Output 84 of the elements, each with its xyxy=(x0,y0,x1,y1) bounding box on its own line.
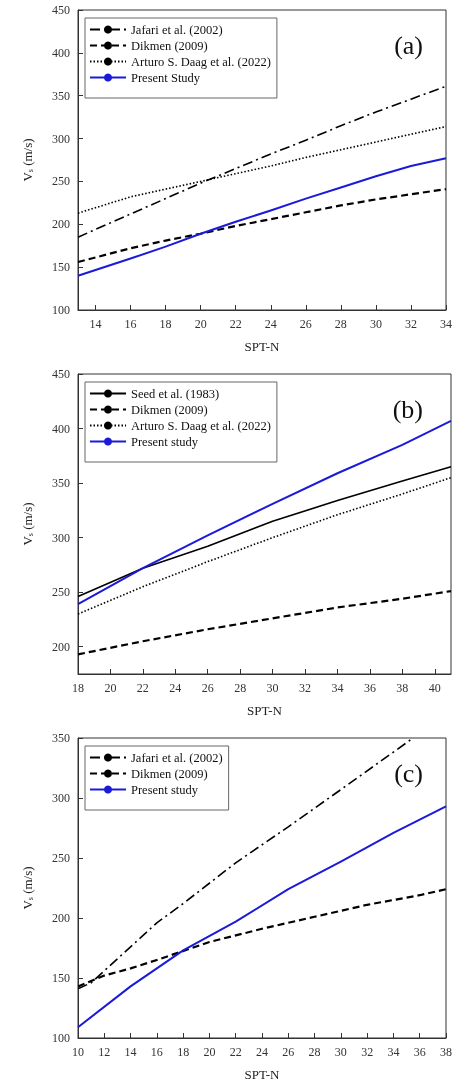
x-tick-label: 20 xyxy=(104,681,117,695)
x-tick-label: 18 xyxy=(72,681,84,695)
x-tick-label: 36 xyxy=(363,681,376,695)
x-tick-label: 30 xyxy=(369,317,382,331)
annotation: (a) xyxy=(394,30,423,60)
y-axis-title: Vs (m/s) xyxy=(19,502,35,546)
y-tick-label: 300 xyxy=(52,530,70,545)
legend-label: Arturo S. Daag et al. (2022) xyxy=(131,418,271,433)
x-tick-label: 32 xyxy=(404,317,417,331)
y-tick-label: 350 xyxy=(52,731,70,745)
x-tick-label: 24 xyxy=(256,1045,268,1059)
x-tick-label: 22 xyxy=(229,317,242,331)
y-axis-title: Vs (m/s) xyxy=(19,866,35,910)
x-tick-label: 18 xyxy=(177,1045,190,1059)
x-tick-label: 26 xyxy=(201,681,214,695)
x-tick-label: 38 xyxy=(440,1045,452,1059)
y-tick-label: 250 xyxy=(52,174,70,189)
x-tick-label: 30 xyxy=(266,681,279,695)
x-tick-label: 32 xyxy=(361,1045,374,1059)
x-tick-label: 18 xyxy=(159,317,172,331)
y-tick-label: 250 xyxy=(52,851,70,865)
x-tick-label: 28 xyxy=(234,681,247,695)
y-tick-label: 100 xyxy=(52,1031,70,1045)
y-tick-label: 450 xyxy=(52,367,70,381)
line-series xyxy=(76,589,453,656)
legend-label: Arturo S. Daag et al. (2022) xyxy=(131,54,271,69)
legend-label: Jafari et al. (2002) xyxy=(131,750,223,765)
x-axis-title: SPT-N xyxy=(247,703,283,718)
y-tick-label: 100 xyxy=(52,303,70,317)
legend-label: Present study xyxy=(131,782,199,797)
y-tick-label: 200 xyxy=(52,911,70,925)
x-tick-label: 26 xyxy=(282,1045,295,1059)
y-axis-title: Vs (m/s) xyxy=(19,138,35,182)
annotation: (b) xyxy=(392,394,424,424)
line-series xyxy=(77,465,452,598)
y-tick-label: 350 xyxy=(52,476,70,491)
x-tick-label: 28 xyxy=(334,317,347,331)
x-tick-label: 24 xyxy=(169,681,182,695)
x-tick-label: 40 xyxy=(428,681,441,695)
x-tick-label: 14 xyxy=(89,317,102,331)
x-tick-label: 22 xyxy=(229,1045,242,1059)
y-tick-label: 150 xyxy=(52,971,70,985)
y-tick-label: 200 xyxy=(52,217,70,232)
x-tick-label: 20 xyxy=(194,317,207,331)
x-tick-label: 22 xyxy=(136,681,149,695)
x-tick-label: 24 xyxy=(264,317,277,331)
y-tick-label: 450 xyxy=(52,3,70,17)
y-tick-label: 400 xyxy=(52,421,70,436)
legend-label: Seed et al. (1983) xyxy=(131,386,220,401)
x-tick-label: 34 xyxy=(387,1045,400,1059)
x-tick-label: 36 xyxy=(413,1045,426,1059)
line-series xyxy=(77,157,447,277)
legend-label: Dikmen (2009) xyxy=(131,766,208,781)
legend-label: Dikmen (2009) xyxy=(131,38,208,53)
x-tick-label: 38 xyxy=(396,681,409,695)
x-axis-title: SPT-N xyxy=(244,1067,281,1082)
y-tick-label: 300 xyxy=(52,131,70,146)
x-axis-title: SPT-N xyxy=(244,339,281,354)
line-series xyxy=(77,476,452,615)
x-tick-label: 14 xyxy=(124,1045,137,1059)
x-tick-label: 32 xyxy=(299,681,312,695)
x-tick-label: 26 xyxy=(299,317,312,331)
y-tick-label: 250 xyxy=(52,585,70,600)
y-tick-label: 150 xyxy=(52,260,70,275)
x-tick-label: 10 xyxy=(72,1045,84,1059)
legend-label: Present Study xyxy=(131,70,201,85)
annotation: (c) xyxy=(394,758,423,788)
x-tick-label: 34 xyxy=(331,681,344,695)
legend-label: Jafari et al. (2002) xyxy=(131,22,223,37)
legend-label: Dikmen (2009) xyxy=(131,402,208,417)
x-tick-label: 30 xyxy=(334,1045,347,1059)
legend-label: Present study xyxy=(131,434,199,449)
line-series xyxy=(77,85,447,238)
y-tick-label: 200 xyxy=(52,639,70,654)
x-tick-label: 12 xyxy=(98,1045,111,1059)
x-tick-label: 34 xyxy=(440,317,452,331)
line-series xyxy=(76,188,448,264)
y-tick-label: 300 xyxy=(52,791,70,805)
x-tick-label: 16 xyxy=(150,1045,163,1059)
x-tick-label: 20 xyxy=(203,1045,216,1059)
x-tick-label: 16 xyxy=(124,317,137,331)
y-tick-label: 400 xyxy=(52,45,70,60)
x-tick-label: 28 xyxy=(308,1045,321,1059)
y-tick-label: 350 xyxy=(52,88,70,103)
